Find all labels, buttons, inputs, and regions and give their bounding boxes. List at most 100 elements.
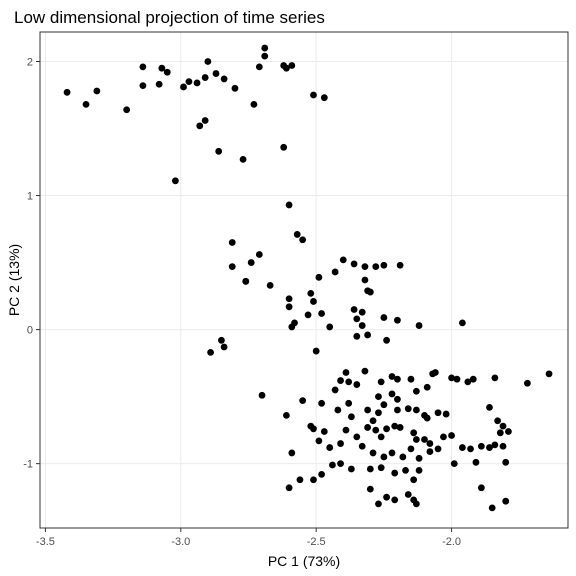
- scatter-point: [293, 231, 301, 238]
- scatter-point: [486, 403, 493, 411]
- scatter-point: [155, 80, 163, 88]
- scatter-point: [407, 375, 415, 383]
- scatter-point: [361, 276, 369, 284]
- scatter-point: [499, 442, 507, 450]
- scatter-point: [347, 413, 355, 421]
- scatter-point: [369, 417, 377, 425]
- scatter-point: [318, 470, 325, 478]
- scatter-point: [318, 399, 325, 407]
- scatter-point: [502, 458, 510, 466]
- scatter-point: [304, 311, 312, 319]
- scatter-point: [93, 87, 101, 95]
- grid-layer: [40, 32, 568, 528]
- y-tick-label: 1: [27, 191, 33, 203]
- scatter-point: [296, 476, 304, 484]
- scatter-point: [339, 256, 347, 264]
- scatter-point: [228, 263, 236, 270]
- scatter-point: [158, 64, 166, 72]
- scatter-point: [383, 336, 390, 344]
- scatter-point: [459, 319, 466, 327]
- scatter-point: [255, 251, 263, 258]
- scatter-point: [288, 323, 296, 331]
- scatter-point: [442, 410, 450, 418]
- scatter-point: [545, 370, 553, 378]
- scatter-point: [318, 310, 325, 317]
- plot-panel-border: [39, 31, 569, 529]
- scatter-point: [283, 64, 290, 72]
- scatter-point: [358, 442, 366, 450]
- scatter-point: [315, 437, 323, 445]
- scatter-point: [494, 417, 501, 425]
- scatter-point: [353, 332, 361, 340]
- scatter-point: [288, 449, 296, 457]
- scatter-point: [310, 91, 317, 99]
- scatter-point: [464, 378, 472, 386]
- scatter-point: [412, 500, 420, 508]
- scatter-point: [391, 422, 399, 430]
- scatter-point: [396, 424, 404, 431]
- scatter-point: [412, 387, 420, 395]
- scatter-point: [488, 504, 496, 512]
- scatter-point: [366, 465, 374, 473]
- y-tick-label: 2: [27, 56, 33, 68]
- scatter-point: [434, 445, 442, 453]
- scatter-point: [388, 373, 396, 380]
- scatter-point: [394, 316, 401, 324]
- scatter-point: [196, 122, 204, 130]
- scatter-point: [391, 496, 399, 504]
- scatter-point: [310, 476, 317, 484]
- scatter-point: [353, 433, 361, 441]
- scatter-point: [342, 426, 350, 434]
- scatter-point: [383, 425, 390, 433]
- scatter-point: [410, 429, 418, 437]
- scatter-point: [375, 409, 382, 417]
- scatter-point: [434, 409, 442, 417]
- scatter-point: [139, 63, 147, 71]
- scatter-point: [345, 378, 353, 386]
- scatter-point: [185, 78, 193, 85]
- scatter-point: [247, 259, 255, 266]
- axis-ticks: -3.5 -3.0 -2.5 -2.0 -1 0 1 2: [23, 56, 461, 548]
- scatter-point: [220, 343, 228, 351]
- scatter-point: [361, 263, 369, 270]
- scatter-point: [334, 406, 342, 414]
- scatter-point: [377, 378, 385, 386]
- scatter-point: [285, 303, 293, 311]
- x-tick-label: -2.0: [442, 536, 461, 548]
- scatter-point: [388, 390, 396, 398]
- y-tick-label: -1: [23, 459, 33, 471]
- scatter-point: [261, 52, 269, 60]
- scatter-point: [258, 391, 266, 399]
- scatter-point: [467, 445, 474, 453]
- scatter-point: [491, 441, 499, 449]
- scatter-point: [377, 433, 385, 441]
- scatter-point: [459, 444, 466, 451]
- x-tick-label: -2.5: [307, 536, 326, 548]
- scatter-point: [310, 425, 317, 433]
- scatter-point: [372, 263, 380, 270]
- scatter-point: [477, 484, 485, 492]
- scatter-point: [331, 268, 339, 276]
- scatter-point: [375, 393, 382, 401]
- scatter-point: [207, 348, 214, 356]
- scatter-point: [450, 460, 458, 468]
- scatter-point: [415, 322, 423, 329]
- scatter-point: [320, 94, 328, 102]
- scatter-point: [499, 422, 507, 430]
- scatter-point: [212, 70, 220, 77]
- scatter-point: [431, 369, 439, 376]
- scatter-point: [171, 177, 179, 185]
- scatter-point: [491, 374, 499, 382]
- scatter-point: [366, 288, 374, 296]
- scatter-point: [361, 367, 369, 375]
- points-layer: [63, 44, 553, 512]
- scatter-point: [404, 491, 412, 498]
- scatter-point: [502, 497, 510, 505]
- scatter-point: [412, 406, 420, 414]
- scatter-point: [421, 436, 428, 443]
- scatter-point: [407, 445, 415, 453]
- scatter-point: [364, 424, 372, 431]
- scatter-point: [426, 440, 434, 447]
- scatter-point: [364, 406, 372, 414]
